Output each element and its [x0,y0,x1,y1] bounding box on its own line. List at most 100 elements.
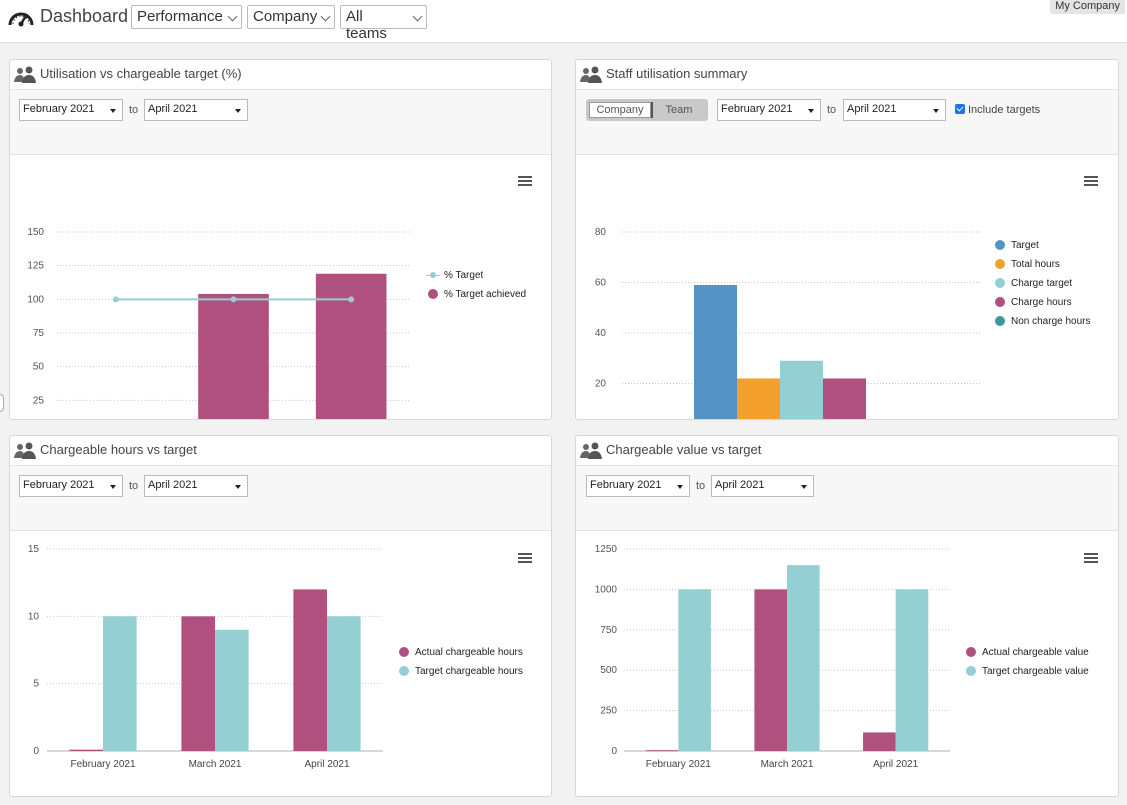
caret-down-icon [801,485,807,489]
from-month-value: February 2021 [23,479,95,491]
people-icon [14,442,36,459]
from-month-select[interactable]: February 2021 [717,99,821,121]
bar-charge-target [780,360,823,419]
view-select[interactable]: Performance [131,5,242,29]
y-tick-label: 750 [600,625,617,636]
team-select-value: All teams [346,8,387,42]
y-tick-label: 150 [27,227,44,238]
x-tick-label: April 2021 [304,759,349,770]
to-month-value: April 2021 [148,103,198,115]
legend-item[interactable]: Total hours [995,259,1091,278]
y-tick-label: 125 [27,261,44,272]
to-month-select[interactable]: April 2021 [144,475,248,497]
from-month-select[interactable]: February 2021 [19,99,123,121]
legend-dot [995,316,1005,326]
view-select-value: Performance [137,8,223,25]
legend-dot [428,289,438,299]
legend-dot [995,278,1005,288]
y-tick-label: 80 [595,227,607,238]
toggle-team[interactable]: Team [665,104,693,116]
y-tick-label: 15 [28,544,40,555]
to-month-select[interactable]: April 2021 [711,475,814,497]
to-month-select[interactable]: April 2021 [843,99,946,121]
legend-item[interactable]: Actual chargeable hours [399,647,523,666]
point-target [348,296,355,303]
y-tick-label: 60 [595,278,607,289]
to-month-value: April 2021 [847,103,897,115]
to-label: to [696,480,706,492]
bar-target-value [787,565,820,751]
include-targets-checkbox[interactable]: Include targets [955,104,1040,116]
checkbox-checked-icon [955,104,965,114]
chart-menu-icon[interactable] [1084,176,1098,188]
y-tick-label: 250 [600,706,617,717]
from-month-value: February 2021 [23,103,95,115]
legend-item[interactable]: Target [995,240,1091,259]
from-month-select[interactable]: February 2021 [586,475,690,497]
from-month-select[interactable]: February 2021 [19,475,123,497]
filter-bar: February 2021 to April 2021 [10,466,551,531]
legend-item[interactable]: Non charge hours [995,316,1091,335]
chart-legend: % Target % Target achieved [426,270,526,308]
x-tick-label: February 2021 [646,759,711,770]
legend-item[interactable]: Charge hours [995,297,1091,316]
bar-target-achieved [315,273,387,419]
y-tick-label: 0 [33,746,39,757]
caret-down-icon [677,485,683,489]
bar-target-hours [327,616,361,751]
legend-item[interactable]: % Target achieved [428,289,526,308]
to-month-select[interactable]: April 2021 [144,99,248,121]
caret-down-icon [808,109,814,113]
side-panel-handle[interactable] [0,394,4,412]
people-icon [580,442,602,459]
people-icon [580,66,602,83]
x-tick-label: March 2021 [189,759,242,770]
people-icon [14,66,36,83]
legend-item[interactable]: Target chargeable value [966,666,1089,685]
chart-legend: Actual chargeable hours Target chargeabl… [399,647,523,685]
staff-utilisation-chart: 020406080My Company - 37 [595,227,981,419]
legend-label: Target chargeable value [982,666,1089,677]
y-tick-label: 75 [33,328,45,339]
legend-label: Target chargeable hours [415,666,523,677]
card-header: Chargeable value vs target [576,436,1118,466]
chargeable-hours-chart: 0 5 10 15 February 2021 March 2021 April 2021 [28,544,383,770]
y-tick-label: 10 [28,611,40,622]
legend-label: Total hours [1011,259,1060,270]
bar-actual-value [645,750,679,752]
point-target [112,296,119,303]
line-marker-icon [426,272,440,278]
to-month-value: April 2021 [148,479,198,491]
toggle-company[interactable]: Company [589,102,651,118]
x-tick-label: February 2021 [70,759,135,770]
legend-item[interactable]: Charge target [995,278,1091,297]
card-header: Staff utilisation summary [576,60,1118,90]
legend-dot [995,297,1005,307]
company-badge[interactable]: My Company [1050,0,1125,14]
include-targets-label: Include targets [968,104,1041,116]
team-select[interactable]: All teams [340,5,427,42]
chart-menu-icon[interactable] [1084,553,1098,565]
from-month-value: February 2021 [721,103,793,115]
y-tick-label: 25 [33,395,45,406]
bar-target-achieved [198,293,269,419]
caret-down-icon [110,485,116,489]
legend-label: Non charge hours [1011,316,1091,327]
staff-utilisation-card: Staff utilisation summary Company Team F… [575,59,1119,420]
scope-select[interactable]: Company [247,5,335,29]
legend-item[interactable]: % Target [426,270,526,289]
bar-target-hours [103,616,137,751]
top-bar: Dashboard Performance Company All teams … [0,0,1127,43]
page-title: Dashboard [40,6,129,26]
y-tick-label: 50 [33,362,45,373]
caret-down-icon [110,109,116,113]
legend-label: Charge hours [1011,297,1072,308]
chart-menu-icon[interactable] [518,553,532,565]
bar-actual-hours [69,749,103,751]
legend-item[interactable]: Actual chargeable value [966,647,1089,666]
point-target [230,296,237,303]
chargeable-value-card: Chargeable value vs target February 2021… [575,435,1119,797]
legend-item[interactable]: Target chargeable hours [399,666,523,685]
chart-menu-icon[interactable] [518,176,532,188]
bar-total-hours [737,378,780,419]
